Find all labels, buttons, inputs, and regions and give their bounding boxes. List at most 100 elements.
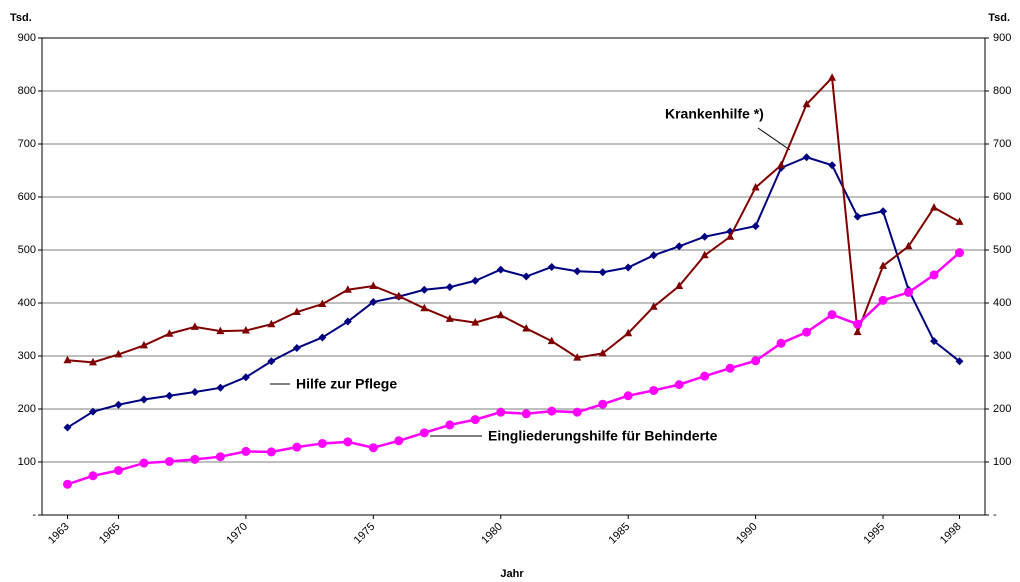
marker <box>700 371 710 381</box>
marker <box>726 232 735 240</box>
x-tick-label: 1963 <box>46 521 72 547</box>
marker <box>62 479 72 489</box>
marker <box>878 295 888 305</box>
marker <box>649 302 658 310</box>
marker <box>216 383 225 392</box>
marker <box>165 391 174 400</box>
marker <box>496 265 505 274</box>
marker <box>930 203 939 211</box>
x-axis-label: Jahr <box>500 568 524 580</box>
marker <box>827 310 837 320</box>
marker <box>649 385 659 395</box>
marker <box>139 458 149 468</box>
marker <box>522 272 531 281</box>
x-tick-label: 1990 <box>734 521 760 547</box>
marker <box>317 438 327 448</box>
marker <box>623 391 633 401</box>
marker <box>522 323 531 332</box>
marker <box>496 310 505 319</box>
y2-tick-label: 600 <box>993 191 1011 203</box>
leader-line <box>757 127 791 151</box>
marker <box>471 276 480 285</box>
marker <box>114 400 123 409</box>
marker <box>853 212 862 221</box>
marker <box>675 281 684 290</box>
marker <box>496 407 506 417</box>
marker <box>292 344 301 353</box>
marker <box>598 268 607 277</box>
marker <box>445 420 455 430</box>
marker <box>598 348 607 357</box>
marker <box>547 406 557 416</box>
marker <box>853 327 862 336</box>
marker <box>88 471 98 481</box>
marker <box>318 299 327 308</box>
y-tick-label: 100 <box>18 456 36 468</box>
y2-tick-label: 300 <box>993 350 1011 362</box>
y2-tick-label: 200 <box>993 403 1011 415</box>
marker <box>777 160 786 169</box>
marker <box>420 303 429 312</box>
marker <box>190 454 200 464</box>
marker <box>88 357 97 366</box>
y-tick-label: 400 <box>18 297 36 309</box>
marker <box>751 182 760 191</box>
marker <box>164 456 174 466</box>
marker <box>445 314 454 322</box>
marker <box>394 436 404 446</box>
marker <box>700 232 709 241</box>
marker <box>266 447 276 457</box>
marker <box>215 452 225 462</box>
marker <box>573 267 582 276</box>
marker <box>292 307 301 316</box>
y-tick-label: 700 <box>18 138 36 150</box>
y2-unit-label: Tsd. <box>988 12 1010 24</box>
y2-tick-label: 100 <box>993 456 1011 468</box>
marker <box>267 357 276 366</box>
marker <box>624 263 633 272</box>
marker <box>802 99 811 108</box>
marker <box>471 318 480 326</box>
y-unit-label: Tsd. <box>10 12 32 24</box>
marker <box>445 283 454 292</box>
x-tick-label: 1995 <box>861 521 887 547</box>
marker <box>267 319 276 328</box>
marker <box>190 388 199 397</box>
y2-tick-label: 800 <box>993 85 1011 97</box>
y-tick-label: 600 <box>18 191 36 203</box>
marker <box>649 251 658 260</box>
marker <box>292 442 302 452</box>
x-tick-label: 1975 <box>352 521 378 547</box>
x-tick-label: 1970 <box>224 521 250 547</box>
marker <box>521 409 531 419</box>
marker <box>879 207 888 216</box>
y2-tick-label: 700 <box>993 138 1011 150</box>
marker <box>63 355 72 364</box>
y2-tick-label: 900 <box>993 32 1011 44</box>
marker <box>343 437 353 447</box>
y-tick-label: 500 <box>18 244 36 256</box>
marker <box>190 322 199 330</box>
series-line <box>66 156 961 429</box>
marker <box>216 326 225 335</box>
marker <box>547 262 556 271</box>
marker <box>904 287 914 297</box>
marker <box>114 349 123 358</box>
marker <box>63 423 72 432</box>
x-tick-label: 1965 <box>97 521 123 547</box>
x-tick-label: 1980 <box>479 521 505 547</box>
marker <box>828 161 837 170</box>
marker <box>675 242 684 251</box>
series-annotation: Krankenhilfe *) <box>665 106 764 122</box>
marker <box>369 281 378 290</box>
marker <box>343 285 352 293</box>
marker <box>904 241 913 250</box>
y2-tick-label: - <box>993 509 997 521</box>
marker <box>419 428 429 438</box>
marker <box>139 395 148 404</box>
marker <box>751 222 760 231</box>
marker <box>700 250 709 259</box>
marker <box>624 328 633 337</box>
y-tick-label: - <box>32 509 36 521</box>
